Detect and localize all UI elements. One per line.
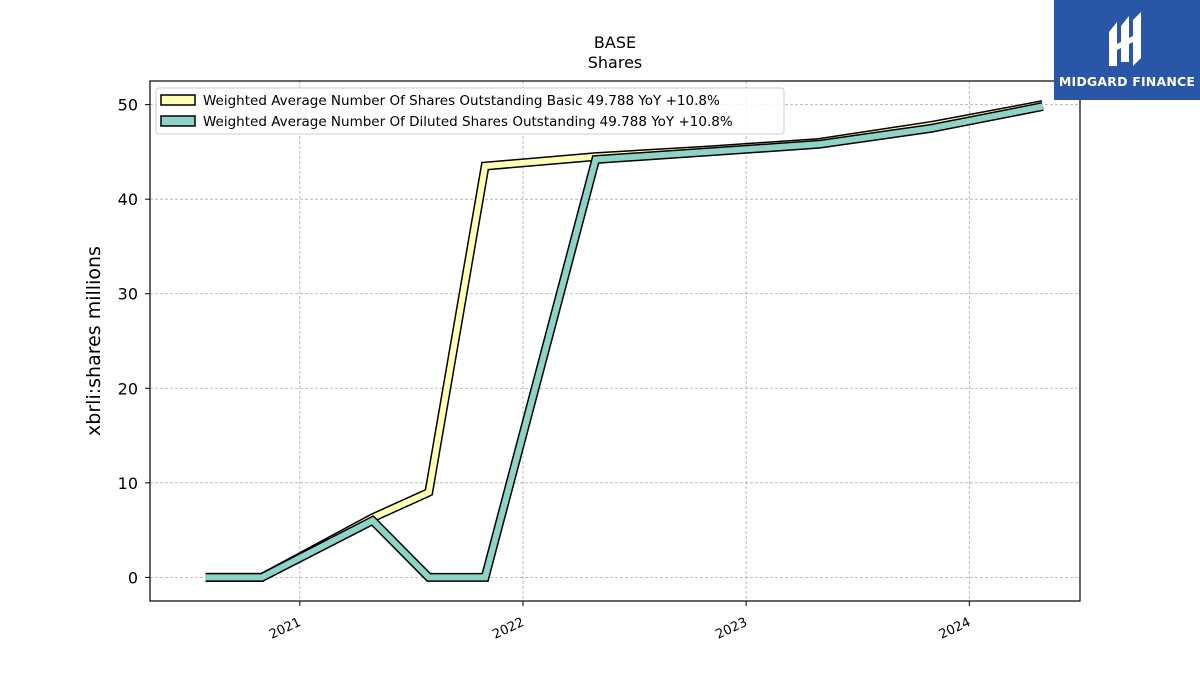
x-axis: 2021 2022 2023 2024	[267, 601, 973, 643]
y-tick-label: 50	[118, 96, 138, 115]
data-point	[205, 576, 207, 578]
data-point	[261, 576, 263, 578]
legend-box	[155, 87, 785, 135]
series-line-0	[205, 101, 1044, 581]
y-tick-label: 10	[118, 474, 138, 493]
chart-title-group: BASE Shares	[588, 33, 643, 72]
y-tick-label: 30	[118, 285, 138, 304]
data-point	[484, 576, 486, 578]
series-line-outline-0	[205, 100, 1044, 582]
series-layer	[205, 100, 1044, 582]
data-point	[818, 143, 820, 145]
legend-label: Weighted Average Number Of Shares Outsta…	[203, 93, 720, 109]
y-tick-label: 40	[118, 190, 138, 209]
data-point	[428, 491, 430, 493]
y-axis-label: xbrli:shares millions	[83, 246, 105, 436]
midgard-finance-logo: MIDGARD FINANCE	[1054, 0, 1200, 100]
x-tick-label: 2022	[490, 615, 526, 643]
data-point	[1042, 104, 1044, 106]
series-line-1	[205, 103, 1044, 581]
series-line-outline-1	[205, 102, 1044, 582]
logo-text: MIDGARD FINANCE	[1058, 74, 1196, 89]
legend-label: Weighted Average Number Of Diluted Share…	[203, 114, 733, 130]
data-point	[372, 520, 374, 522]
data-point	[484, 165, 486, 167]
legend-swatch	[160, 94, 196, 106]
chart-subtitle: Shares	[588, 53, 643, 72]
data-point	[428, 576, 430, 578]
x-tick-label: 2023	[714, 615, 750, 643]
y-tick-label: 20	[118, 379, 138, 398]
plot-frame	[149, 80, 1081, 602]
legend-swatch	[160, 115, 196, 127]
chart-title: BASE	[594, 33, 636, 52]
x-tick-label: 2021	[267, 615, 303, 643]
x-tick-label: 2024	[937, 615, 973, 643]
data-point	[1042, 106, 1044, 108]
y-tick-label: 0	[128, 568, 138, 587]
y-axis: 0 10 20 30 40 50	[118, 96, 150, 587]
legend: Weighted Average Number Of Shares Outsta…	[155, 87, 785, 135]
data-point	[930, 127, 932, 129]
data-point	[707, 151, 709, 153]
midgard-logo-icon	[1109, 12, 1141, 66]
data-point	[595, 158, 597, 160]
